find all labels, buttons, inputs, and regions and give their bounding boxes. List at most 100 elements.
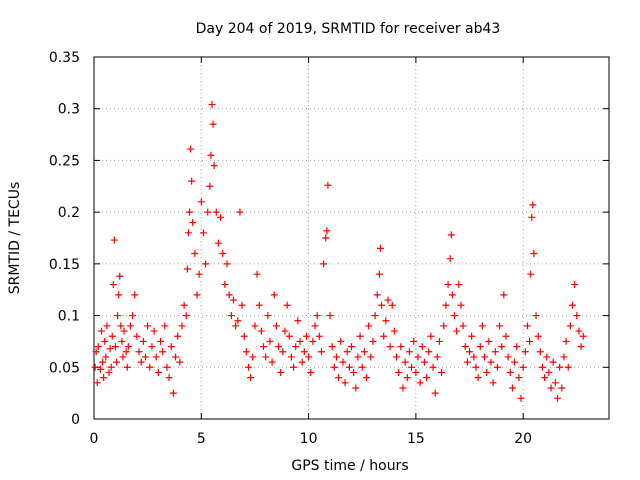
data-point xyxy=(489,379,497,387)
data-point xyxy=(571,281,579,289)
data-point xyxy=(294,317,302,325)
data-point xyxy=(110,236,118,244)
data-point xyxy=(543,353,551,361)
data-point xyxy=(207,151,215,159)
data-point xyxy=(356,332,364,340)
x-tick-label: 10 xyxy=(300,431,318,447)
data-point xyxy=(300,348,308,356)
data-point xyxy=(481,353,489,361)
y-tick-label: 0.2 xyxy=(58,205,80,221)
x-axis-label: GPS time / hours xyxy=(291,458,408,474)
data-point xyxy=(296,337,304,345)
data-point xyxy=(180,301,188,309)
data-point xyxy=(416,379,424,387)
data-point xyxy=(270,291,278,299)
data-point xyxy=(124,343,132,351)
data-point xyxy=(373,291,381,299)
data-point xyxy=(195,270,203,278)
data-point xyxy=(234,317,242,325)
data-point xyxy=(277,368,285,376)
data-point xyxy=(410,337,418,345)
data-point xyxy=(217,213,225,221)
y-tick-label: 0.35 xyxy=(49,50,80,66)
data-point xyxy=(376,244,384,252)
data-point xyxy=(446,255,454,263)
data-point xyxy=(184,229,192,237)
y-tick-label: 0.1 xyxy=(58,309,80,325)
data-point xyxy=(262,353,270,361)
data-point xyxy=(99,358,107,366)
data-point xyxy=(176,358,184,366)
data-point xyxy=(131,291,139,299)
data-point xyxy=(223,260,231,268)
data-point xyxy=(564,363,572,371)
data-point xyxy=(339,358,347,366)
data-point xyxy=(536,348,544,356)
data-point xyxy=(427,332,435,340)
data-point xyxy=(390,327,398,335)
data-point xyxy=(103,322,111,330)
data-point xyxy=(193,291,201,299)
data-point xyxy=(257,327,265,335)
data-point xyxy=(566,322,574,330)
data-point xyxy=(551,379,559,387)
data-point xyxy=(204,208,212,216)
data-point xyxy=(519,363,527,371)
data-point xyxy=(335,374,343,382)
data-point xyxy=(126,322,134,330)
data-point xyxy=(337,337,345,345)
data-point xyxy=(382,317,390,325)
y-tick-labels: 0 0.05 0.1 0.15 0.2 0.25 0.3 0.35 xyxy=(49,50,80,428)
data-point xyxy=(528,213,536,221)
data-point xyxy=(523,322,531,330)
data-point xyxy=(116,272,124,280)
data-point xyxy=(369,337,377,345)
data-point xyxy=(161,322,169,330)
data-point xyxy=(100,374,108,382)
data-point xyxy=(459,322,467,330)
data-point xyxy=(493,363,501,371)
data-point xyxy=(350,368,358,376)
data-point xyxy=(472,363,480,371)
data-point xyxy=(221,281,229,289)
data-point xyxy=(323,227,331,235)
data-point xyxy=(395,368,403,376)
data-point xyxy=(229,296,237,304)
data-point xyxy=(386,343,394,351)
x-tick-labels: 0 5 10 15 20 xyxy=(90,431,533,447)
data-point xyxy=(541,374,549,382)
data-point xyxy=(388,301,396,309)
data-point xyxy=(285,332,293,340)
data-point xyxy=(309,337,317,345)
data-point xyxy=(209,120,217,128)
data-point xyxy=(554,394,561,402)
data-point xyxy=(375,270,383,278)
data-point xyxy=(129,312,137,320)
data-point xyxy=(242,348,250,356)
data-point xyxy=(163,363,171,371)
data-point xyxy=(157,337,165,345)
data-point xyxy=(487,358,495,366)
data-point xyxy=(508,384,516,392)
data-point xyxy=(135,348,143,356)
data-point xyxy=(107,363,115,371)
data-point xyxy=(182,312,190,320)
data-point xyxy=(408,363,416,371)
y-tick-label: 0 xyxy=(71,412,80,428)
data-point xyxy=(94,343,102,351)
data-point xyxy=(506,368,514,376)
data-point xyxy=(466,348,474,356)
data-point xyxy=(556,363,564,371)
data-point xyxy=(442,301,450,309)
data-point xyxy=(496,322,504,330)
data-point xyxy=(470,353,478,361)
data-point xyxy=(431,389,439,397)
data-point xyxy=(438,368,446,376)
data-point xyxy=(444,281,452,289)
data-point xyxy=(345,363,353,371)
data-point xyxy=(463,358,471,366)
x-tick-label: 15 xyxy=(407,431,425,447)
data-point xyxy=(367,353,375,361)
data-point xyxy=(92,348,100,356)
data-point xyxy=(202,260,210,268)
